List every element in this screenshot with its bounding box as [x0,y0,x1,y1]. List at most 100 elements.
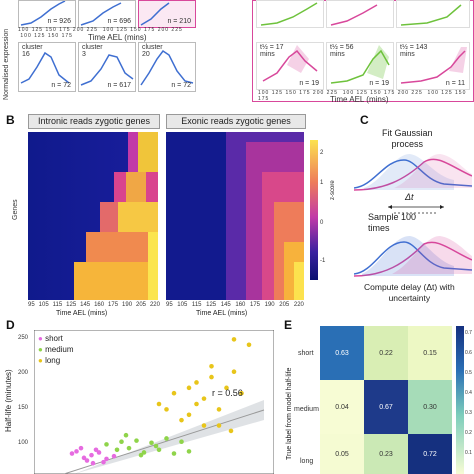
gene-n: n = 19 [369,80,389,87]
scatter-point-long [209,364,214,369]
x-tick: 160 [235,302,246,308]
cluster-label: cluster 16 [22,44,43,58]
scatter-point-medium [164,436,169,441]
colorbar-tick: -1 [320,258,326,264]
legend-item: ● medium [38,345,74,354]
scatter-point-medium [126,445,132,451]
regression-line [63,409,265,474]
scatter-point-long [231,369,237,374]
legend-label: long [45,356,61,365]
cm-cell: 0.30 [408,380,452,434]
confusion-matrix: 0.63 0.22 0.15 0.04 0.67 0.30 0.05 0.23 … [320,326,452,474]
x-tick: 115 [191,302,202,308]
scatter-point-long [239,390,244,396]
x-tick: 125 [66,302,77,308]
step-sample: Sample 100 times [368,212,417,233]
x-tick: 105 [177,302,188,308]
scatter-point-short [111,453,117,459]
half-life-label: t½ = 143 mins [400,44,428,58]
x-tick: 220 [293,302,304,308]
scatter-point-short [81,455,87,461]
scatter-point-long [201,423,207,428]
y-tick: 250 [18,335,29,341]
panel-b-ylabel: Genes [12,199,19,220]
gene-plot [396,0,470,28]
legend-item: ● short [38,334,63,343]
scatter-point-medium [138,452,144,458]
heatmap-x-ticks-left: 95 105 115 125 145 160 175 190 205 220 [28,302,160,308]
scatter-point-long [231,337,237,342]
scatter-point-long [201,396,207,401]
scatter-point-short [89,452,94,458]
scatter-point-medium [114,447,120,453]
panel-b-letter: B [6,113,15,127]
cluster-n: n = 926 [47,18,71,25]
row-label: long [300,458,314,465]
scatter-point-medium [134,438,139,443]
scatter-point-short [69,451,75,456]
heatmap-intronic [28,132,158,300]
gp-fit-plot [354,154,472,191]
panel-a-ylabel: Normalised expression [3,28,10,100]
y-tick: 200 [18,370,29,376]
heatmap-title-intronic: Intronic reads zygotic genes [28,114,160,129]
cluster-curve [20,1,66,26]
cluster-plot: n = 926 [18,0,76,28]
scatter-point-long [224,385,229,391]
cluster-plot: cluster 3 n = 617 [78,42,136,92]
scatter-point-short [101,459,106,465]
half-life-scatter [34,330,274,474]
x-tick: 190 [264,302,275,308]
legend-label: medium [45,345,74,354]
half-life-label: t½ = 17 mins [260,44,284,58]
cm-colorbar-tick: 0.7 [465,330,472,336]
scatter-point-medium [141,450,147,455]
scatter-point-long [194,380,199,385]
scatter-point-short [90,460,96,466]
cluster-curve [80,54,134,86]
heatmap-xlabel: Time AEL (mins) [196,310,248,317]
y-tick: 150 [18,405,29,411]
cm-cell: 0.15 [408,326,452,380]
gene-curve-green [330,45,390,84]
scatter-point-medium [104,442,109,447]
scatter-point-long [186,412,192,418]
gene-plot: t½ = 56 mins n = 19 [326,42,394,90]
gene-plot: t½ = 143 mins n = 11 [396,42,470,90]
scatter-point-short [78,445,84,451]
scatter-point-long [209,374,214,380]
step-fit-gp: Fit Gaussian process [382,128,433,149]
scatter-point-long [246,342,252,348]
step-compute-delay: Compute delay (Δt) with uncertainty [364,282,455,303]
cluster-plot-highlighted: n = 210 [138,0,196,28]
gene-plot [256,0,324,28]
legend-label: short [45,334,63,343]
scatter-legend: ● short ● medium ● long [38,333,74,366]
cluster-n: n = 72 [171,82,191,89]
gene-curve-pink [262,45,318,82]
cm-cell: 0.72 [408,434,452,474]
scatter-point-short [93,447,99,453]
cm-cell: 0.04 [320,380,364,434]
cm-colorbar-tick: 0.6 [465,350,472,356]
cm-cell: 0.22 [364,326,408,380]
scatter-point-short [96,450,102,455]
x-tick: 205 [279,302,290,308]
x-tick: 220 [149,302,160,308]
heatmap-x-ticks-right: 95 105 115 125 145 160 175 190 205 220 [166,302,304,308]
scatter-point-medium [149,440,154,446]
x-tick: 115 [52,302,63,308]
scatter-point-long [216,423,222,428]
correlation-label: r = 0.56 [212,388,243,398]
delta-t-arrow [388,205,444,214]
row-label: short [298,350,314,357]
cluster-curve [140,49,194,86]
row-label: medium [294,406,319,413]
scatter-point-medium [179,439,184,444]
x-tick: 145 [80,302,91,308]
panel-c-letter: C [360,113,369,127]
x-tick: 175 [249,302,260,308]
cluster-n: n = 72 [51,82,71,89]
cluster-n: n = 210 [167,18,191,25]
panel-e-ylabel: True label from model half-life [286,367,293,460]
